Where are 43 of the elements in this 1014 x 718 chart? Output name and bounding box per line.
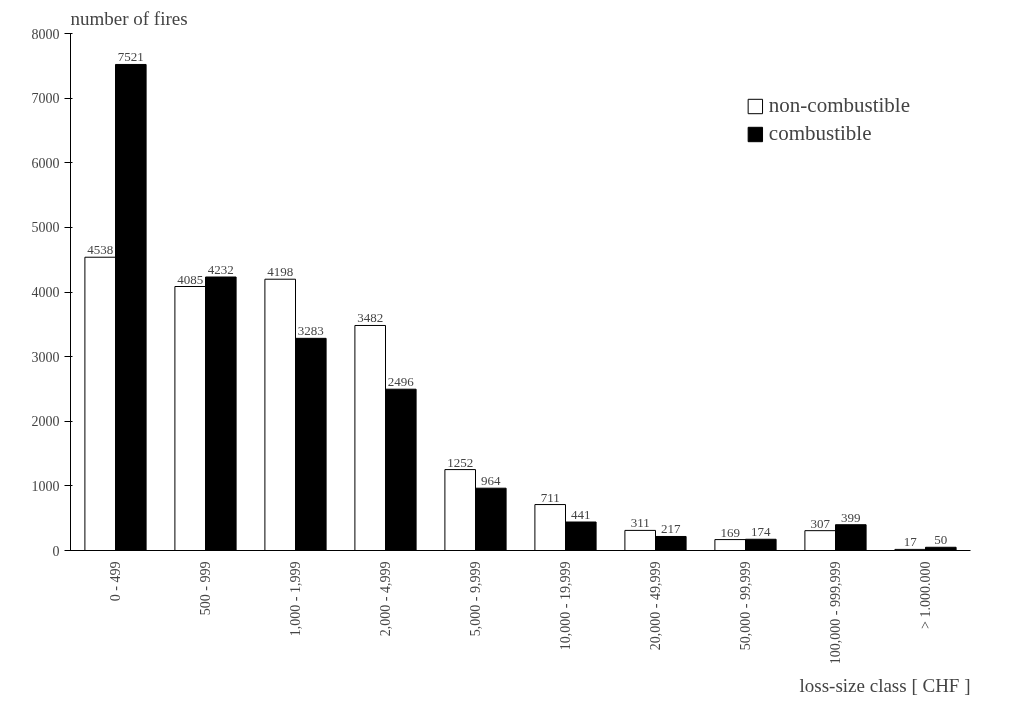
data-label: 399 (841, 509, 861, 525)
data-label: 4538 (87, 242, 114, 258)
data-label: 4198 (267, 264, 294, 280)
x-tick-label: > 1.000.000 (918, 561, 933, 629)
x-tick-label: 10,000 - 19,999 (558, 561, 573, 651)
x-axis-title: loss-size class [ CHF ] (799, 674, 971, 696)
data-label: 3482 (357, 310, 384, 326)
x-tick-label: 20,000 - 49,999 (648, 561, 663, 651)
data-label: 3283 (297, 323, 324, 339)
y-tick-label: 8000 (31, 26, 60, 42)
x-tick-label: 0 - 499 (108, 561, 123, 602)
data-label: 4232 (207, 262, 234, 278)
y-tick-label: 1000 (31, 478, 60, 494)
legend-label: combustible (768, 121, 872, 146)
data-label: 4085 (177, 271, 204, 287)
data-label: 311 (630, 515, 650, 531)
y-tick-label: 2000 (31, 414, 60, 430)
data-label: 17 (903, 534, 918, 550)
data-label: 174 (751, 524, 772, 540)
x-tick-label: 2,000 - 4,999 (378, 561, 393, 637)
y-tick-label: 5000 (31, 220, 60, 236)
data-label: 711 (540, 489, 560, 505)
y-tick-label: 6000 (31, 155, 60, 171)
y-tick-label: 0 (52, 543, 60, 559)
x-tick-label: 1,000 - 1,999 (288, 561, 303, 637)
data-label: 217 (661, 521, 682, 537)
data-label: 169 (720, 524, 740, 540)
data-label: 441 (571, 507, 591, 522)
legend-label: non-combustible (768, 93, 910, 118)
x-tick-label: 500 - 999 (198, 561, 213, 616)
data-label: 307 (810, 515, 831, 531)
data-label: 2496 (387, 374, 415, 390)
data-label: 964 (481, 473, 502, 489)
data-label: 7521 (117, 49, 144, 65)
y-tick-label: 3000 (31, 349, 60, 365)
y-axis-title: number of fires (70, 7, 188, 29)
y-tick-label: 7000 (31, 91, 60, 107)
data-label: 50 (934, 532, 948, 548)
data-label: 1252 (447, 454, 474, 470)
x-tick-label: 50,000 - 99,999 (738, 561, 753, 651)
x-tick-label: 100,000 - 999,999 (828, 561, 843, 665)
y-tick-label: 4000 (31, 285, 60, 300)
x-tick-label: 5,000 - 9,999 (468, 561, 483, 637)
